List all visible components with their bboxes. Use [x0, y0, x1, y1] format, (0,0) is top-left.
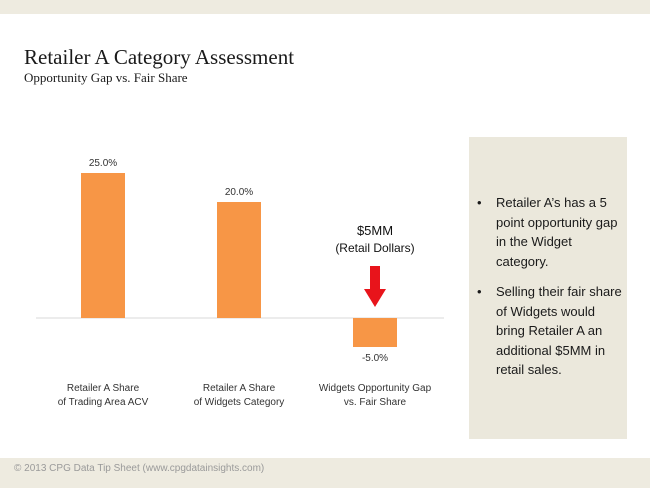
top-band — [0, 0, 650, 14]
data-label: -5.0% — [362, 353, 388, 364]
x-tick-label: vs. Fair Share — [344, 397, 407, 408]
page-subtitle: Opportunity Gap vs. Fair Share — [24, 70, 188, 85]
annotation-amount: $5MM — [357, 223, 393, 238]
insight-panel: • Retailer A’s has a 5 point opportunity … — [469, 137, 627, 439]
bullet-dot: • — [477, 195, 482, 210]
insight-text: Retailer A’s has a 5 point opportunity g… — [496, 195, 618, 269]
x-tick-label: of Widgets Category — [194, 397, 285, 408]
arrow-down-icon — [364, 266, 386, 307]
x-tick-label: Widgets Opportunity Gap — [319, 383, 432, 394]
x-tick-label: of Trading Area ACV — [58, 397, 149, 408]
footer-copyright: © 2013 CPG Data Tip Sheet (www.cpgdatain… — [14, 463, 265, 474]
insight-text: Selling their fair share of Widgets woul… — [496, 284, 622, 377]
x-tick-label: Retailer A Share — [67, 383, 140, 394]
bar — [81, 173, 125, 318]
insight-list: • Retailer A’s has a 5 point opportunity … — [477, 193, 623, 391]
bar — [353, 318, 397, 347]
x-tick-label: Retailer A Share — [203, 383, 276, 394]
insight-bullet: • Selling their fair share of Widgets wou… — [477, 282, 623, 380]
data-label: 20.0% — [225, 187, 253, 198]
annotation-unit: (Retail Dollars) — [335, 241, 414, 255]
insight-bullet: • Retailer A’s has a 5 point opportunity … — [477, 193, 623, 271]
footer-band — [0, 458, 650, 488]
data-label: 25.0% — [89, 158, 117, 169]
bar — [217, 202, 261, 318]
bullet-dot: • — [477, 284, 482, 299]
page-title: Retailer A Category Assessment — [24, 45, 295, 69]
